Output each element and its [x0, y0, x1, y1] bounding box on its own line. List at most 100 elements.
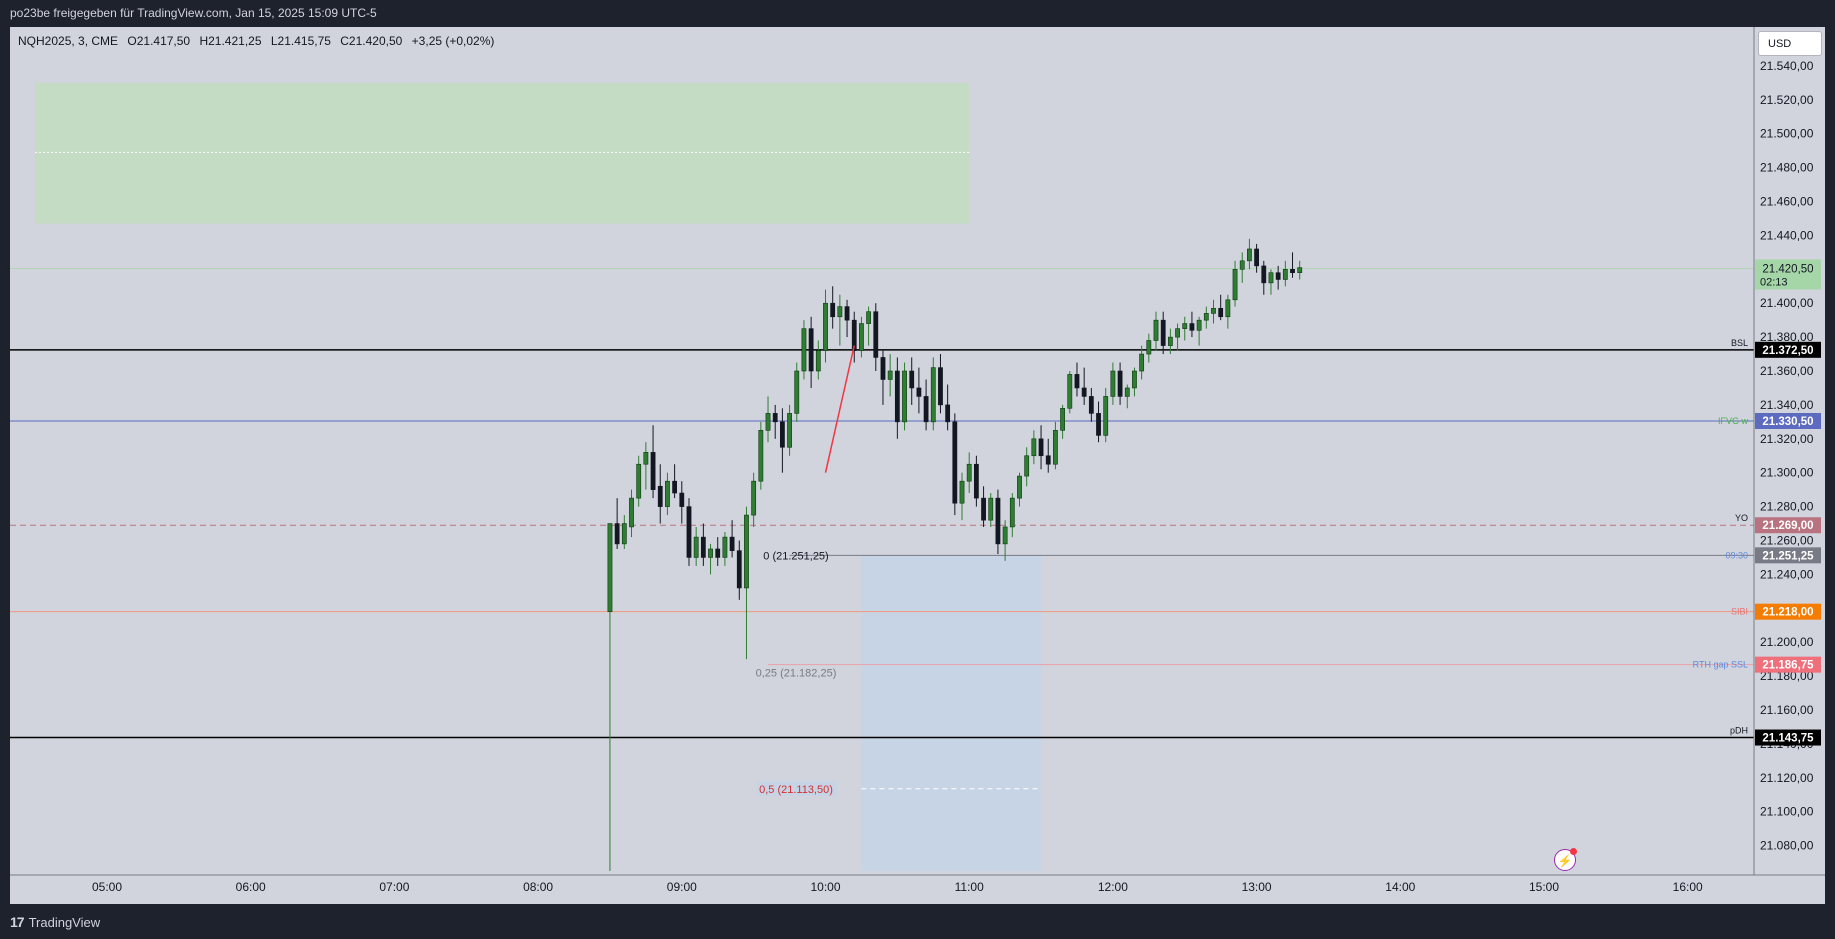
candle-body [909, 370, 915, 389]
candle-body [959, 480, 965, 504]
candle-body [1060, 407, 1066, 431]
candle-body [657, 485, 663, 507]
candle [1038, 425, 1044, 470]
level-text-ifvg-w: IFVG w [1718, 416, 1749, 426]
candle-body [873, 311, 879, 358]
candle-body [902, 370, 907, 423]
candle [729, 520, 735, 558]
candle-body [1203, 313, 1209, 321]
candle-body [1139, 353, 1145, 372]
last-price-label: 21.420,50 [1762, 263, 1813, 275]
candle [772, 404, 778, 439]
candle-body [1182, 323, 1188, 329]
candle [607, 523, 613, 871]
candle-body [779, 421, 785, 448]
candle-body [1117, 370, 1123, 397]
candle [715, 537, 721, 566]
candle [1160, 311, 1166, 355]
tradingview-logo[interactable]: 17 TradingView [10, 914, 100, 930]
candle [880, 350, 886, 405]
candle-body [851, 319, 857, 351]
candle-body [988, 497, 994, 521]
level-text-09-30: 09:30 [1725, 550, 1748, 560]
time-tick-label: 07:00 [379, 880, 409, 894]
candle [945, 384, 951, 431]
price-box-label: 21.269,00 [1762, 520, 1813, 532]
candle-body [1024, 455, 1030, 477]
candle-body [1211, 307, 1216, 314]
candle [1081, 367, 1087, 405]
legend-change: +3,25 (+0,02%) [411, 34, 495, 48]
price-box-yo [1755, 517, 1821, 534]
trend-line [824, 345, 855, 473]
chart-area[interactable]: 0 (21.251,25) 0,25 (21.182,25) 0,5 (21.113… [10, 27, 1825, 904]
candle [1182, 316, 1188, 341]
candle-body [672, 480, 678, 494]
candle-body [1031, 438, 1037, 457]
candle [672, 464, 678, 499]
candle-body [1103, 396, 1109, 436]
candle [1053, 421, 1058, 470]
candle-body [894, 370, 900, 423]
candle-body [973, 463, 979, 499]
candle-body [1282, 269, 1288, 280]
candle-body [880, 357, 886, 380]
candle [909, 357, 915, 405]
price-tick-label: 21.480,00 [1760, 161, 1814, 175]
candle [973, 455, 979, 507]
candle [851, 311, 857, 363]
level-text-pdh: pDH [1730, 726, 1748, 736]
time-tick-label: 16:00 [1673, 880, 1703, 894]
candle [930, 357, 936, 431]
candle [1031, 430, 1037, 465]
candle [614, 498, 620, 549]
candle-body [823, 302, 828, 351]
candle [758, 421, 764, 490]
candle [1196, 316, 1202, 346]
candle [1189, 311, 1195, 338]
candle-body [607, 523, 613, 612]
bolt-icon[interactable]: ⚡ [1554, 848, 1577, 871]
candle-body [1038, 438, 1044, 457]
candle [1268, 269, 1274, 295]
price-tick-label: 21.120,00 [1760, 771, 1814, 785]
candle [894, 357, 900, 439]
candle [988, 493, 994, 527]
candle-body [887, 370, 893, 380]
candle [1211, 299, 1216, 324]
candle-body [923, 396, 929, 423]
candle [765, 396, 771, 443]
candle-body [1132, 370, 1137, 389]
candle [636, 455, 642, 507]
time-tick-label: 13:00 [1242, 880, 1272, 894]
candle-body [1002, 526, 1008, 545]
candle-body [1074, 374, 1080, 389]
candle [995, 489, 1001, 555]
candle-body [808, 328, 814, 372]
candle [679, 481, 685, 524]
candle-body [708, 548, 713, 558]
candle [902, 362, 907, 431]
price-box-rth-gap-ssl [1755, 656, 1821, 673]
candle [873, 303, 879, 372]
candle [1290, 252, 1295, 278]
price-tick-label: 21.080,00 [1760, 839, 1814, 853]
candle [1239, 252, 1245, 283]
candle [1103, 387, 1109, 443]
legend-symbol[interactable]: NQH2025, 3, CME [18, 34, 119, 48]
price-box-label: 21.186,75 [1762, 660, 1814, 672]
candle [866, 306, 872, 346]
time-tick-label: 09:00 [667, 880, 697, 894]
candle [665, 472, 670, 516]
price-box-pdh [1755, 729, 1821, 746]
price-tick-label: 21.440,00 [1760, 228, 1814, 242]
legend-close: C21.420,50 [340, 34, 403, 48]
time-axis-bg [10, 875, 1825, 904]
candle-body [1017, 475, 1022, 499]
candle [815, 340, 821, 380]
currency-button[interactable]: USD [1758, 31, 1822, 56]
price-tick-label: 21.280,00 [1760, 500, 1814, 514]
candlestick-chart[interactable]: 0 (21.251,25) 0,25 (21.182,25) 0,5 (21.113… [10, 27, 1825, 904]
candle [1167, 328, 1173, 355]
candle-body [621, 523, 627, 545]
